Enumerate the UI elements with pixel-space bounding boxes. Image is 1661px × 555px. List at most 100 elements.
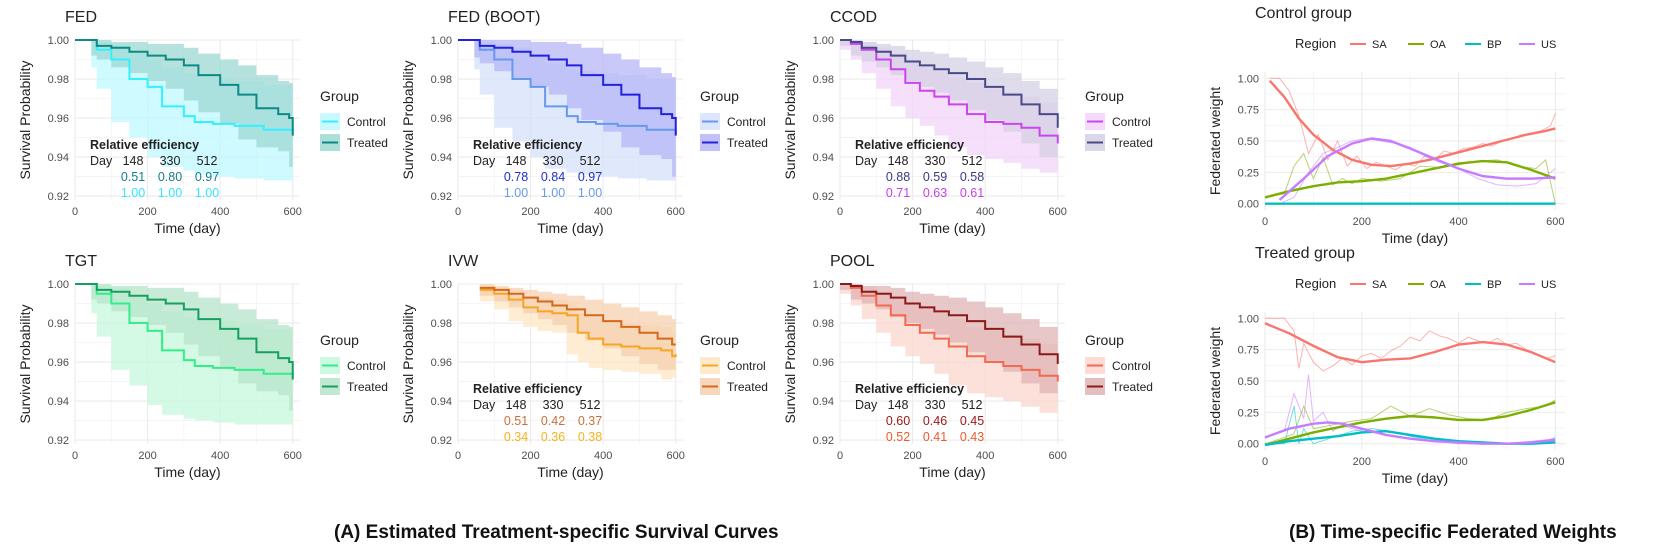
- y-tick-label: 0.98: [431, 318, 452, 330]
- y-tick-label: 0.94: [431, 396, 452, 408]
- y-tick-label: 0.75: [1238, 345, 1259, 357]
- legend: Region SA OA BP US: [1295, 276, 1556, 291]
- efficiency-day-label: Day: [473, 398, 496, 412]
- y-tick-label: 0.75: [1238, 105, 1259, 117]
- x-tick-label: 0: [72, 450, 78, 462]
- x-tick-label: 400: [211, 450, 229, 462]
- efficiency-value: 0.71: [886, 186, 910, 200]
- x-axis-label: Time (day): [537, 464, 603, 480]
- smooth-weight-line-oa: [1264, 159, 1556, 199]
- legend-title: Region: [1295, 36, 1336, 51]
- y-tick-label: 0.94: [48, 152, 69, 164]
- x-tick-label: 200: [1353, 216, 1371, 228]
- legend-title: Group: [1085, 88, 1124, 104]
- survival-line-control: [75, 283, 294, 378]
- x-tick-label: 200: [903, 450, 921, 462]
- efficiency-value: 1.00: [578, 186, 602, 200]
- efficiency-value: 1.00: [158, 186, 182, 200]
- x-tick-label: 400: [1449, 456, 1467, 468]
- legend-title: Group: [700, 88, 739, 104]
- x-tick-label: 0: [837, 206, 843, 218]
- efficiency-title: Relative efficiency: [855, 382, 964, 396]
- legend-label: OA: [1430, 279, 1447, 291]
- legend-label: SA: [1372, 39, 1387, 51]
- y-tick-label: 0.92: [48, 435, 69, 447]
- efficiency-value: 0.34: [504, 430, 528, 444]
- efficiency-day: 512: [962, 398, 983, 412]
- efficiency-day: 512: [580, 398, 601, 412]
- x-tick-label: 200: [138, 450, 156, 462]
- x-tick-label: 0: [72, 206, 78, 218]
- panel-title: CCOD: [830, 9, 877, 26]
- x-axis-label: Time (day): [1382, 230, 1448, 246]
- y-axis-label: Survival Probability: [17, 60, 33, 179]
- efficiency-value: 0.43: [960, 430, 984, 444]
- panel-title: TGT: [65, 253, 97, 270]
- efficiency-value: 0.58: [960, 170, 984, 184]
- y-tick-label: 0.00: [1238, 199, 1259, 211]
- weight-panel-1: 0.00 0.25 0.50 0.75 1.00 0 200 400 600 Time (day)…: [1207, 5, 1565, 246]
- efficiency-title: Relative efficiency: [855, 138, 964, 152]
- efficiency-value: 0.36: [541, 430, 565, 444]
- efficiency-value: 0.84: [541, 170, 565, 184]
- efficiency-day: 148: [123, 154, 144, 168]
- efficiency-value: 0.63: [923, 186, 947, 200]
- y-tick-label: 0.92: [431, 435, 452, 447]
- x-tick-label: 200: [1353, 456, 1371, 468]
- raw-weight-line-oa: [1264, 399, 1556, 445]
- y-tick-label: 0.92: [48, 191, 69, 203]
- y-tick-label: 0.98: [431, 74, 452, 86]
- x-tick-label: 200: [521, 206, 539, 218]
- legend: Region SA OA BP US: [1295, 36, 1556, 51]
- survival-line-treated: [479, 286, 676, 346]
- y-tick-label: 0.00: [1238, 439, 1259, 451]
- survival-panel-4: 0.92 0.94 0.96 0.98 1.00 0 200 400 600 Time (day)…: [17, 253, 388, 480]
- efficiency-day: 330: [160, 154, 181, 168]
- legend-label: Control: [347, 115, 386, 129]
- x-axis-label: Time (day): [537, 220, 603, 236]
- survival-line-control: [75, 39, 294, 134]
- x-axis-label: Time (day): [154, 464, 220, 480]
- panel-title: FED (BOOT): [448, 9, 540, 26]
- y-tick-label: 0.96: [813, 113, 834, 125]
- survival-line-treated: [458, 39, 677, 136]
- efficiency-value: 0.61: [960, 186, 984, 200]
- y-tick-label: 0.96: [431, 113, 452, 125]
- x-tick-label: 600: [1546, 456, 1564, 468]
- legend-label: Treated: [727, 380, 768, 394]
- y-tick-label: 0.98: [813, 318, 834, 330]
- y-tick-label: 0.96: [48, 113, 69, 125]
- legend-label: BP: [1487, 39, 1502, 51]
- survival-panel-5: 0.92 0.94 0.96 0.98 1.00 0 200 400 600 Time (day)…: [400, 253, 768, 480]
- survival-line-control: [458, 39, 677, 134]
- x-tick-label: 600: [1049, 450, 1067, 462]
- smooth-weight-line-us: [1278, 137, 1556, 201]
- x-tick-label: 200: [138, 206, 156, 218]
- legend: Group Control Treated: [700, 332, 768, 395]
- y-tick-label: 1.00: [48, 35, 69, 47]
- legend-title: Region: [1295, 276, 1336, 291]
- weight-panel-2: 0.00 0.25 0.50 0.75 1.00 0 200 400 600 Time (day)…: [1207, 245, 1565, 486]
- y-tick-label: 0.25: [1238, 167, 1259, 179]
- efficiency-value: 0.88: [886, 170, 910, 184]
- efficiency-value: 1.00: [121, 186, 145, 200]
- x-tick-label: 400: [976, 450, 994, 462]
- y-axis-label: Survival Probability: [400, 304, 416, 423]
- survival-panel-2: 0.92 0.94 0.96 0.98 1.00 0 200 400 600 Time (day)…: [400, 9, 768, 236]
- x-tick-label: 600: [284, 206, 302, 218]
- efficiency-day: 512: [580, 154, 601, 168]
- y-axis-label: Survival Probability: [17, 304, 33, 423]
- efficiency-value: 0.52: [886, 430, 910, 444]
- efficiency-title: Relative efficiency: [473, 382, 582, 396]
- legend-title: Group: [320, 88, 359, 104]
- efficiency-value: 0.37: [578, 414, 602, 428]
- efficiency-value: 0.38: [578, 430, 602, 444]
- survival-panel-6: 0.92 0.94 0.96 0.98 1.00 0 200 400 600 Time (day)…: [782, 253, 1153, 480]
- efficiency-value: 0.41: [923, 430, 947, 444]
- efficiency-day: 148: [506, 398, 527, 412]
- legend-label: OA: [1430, 39, 1447, 51]
- legend: Group Control Treated: [320, 88, 388, 151]
- efficiency-day: 330: [925, 398, 946, 412]
- y-tick-label: 1.00: [48, 279, 69, 291]
